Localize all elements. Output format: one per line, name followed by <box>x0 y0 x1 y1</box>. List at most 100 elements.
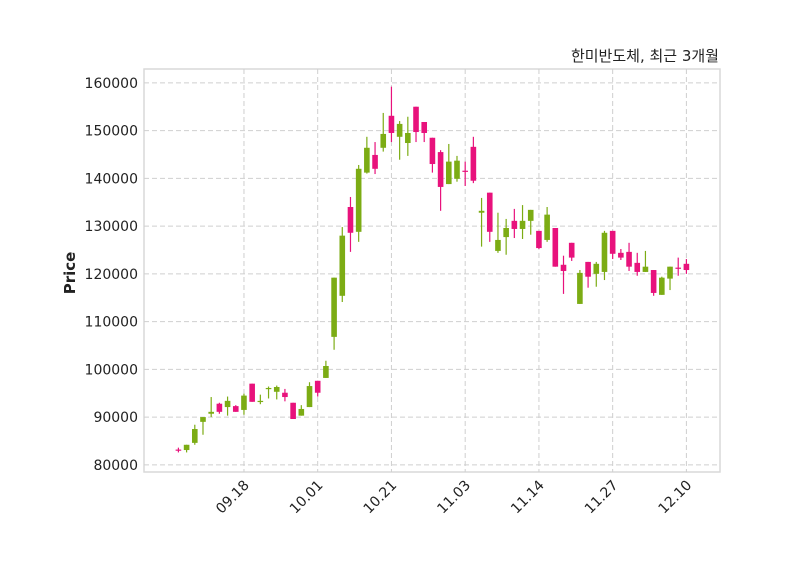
candle <box>306 382 313 408</box>
candle-body <box>241 395 247 410</box>
candle <box>601 230 608 281</box>
candle-body <box>454 160 460 179</box>
candle-body <box>552 228 559 267</box>
candle-body <box>445 161 452 185</box>
candle-body <box>388 115 395 133</box>
candle <box>200 417 206 435</box>
candle <box>257 394 264 405</box>
candle-body <box>560 264 567 271</box>
candle <box>290 402 296 419</box>
candle <box>216 402 223 414</box>
y-tick-label: 140000 <box>85 171 138 187</box>
candle <box>241 393 247 415</box>
y-tick-label: 80000 <box>93 458 138 474</box>
candle <box>519 205 526 239</box>
y-axis-ticks: 80000 90000 100000 110000 120000 130000 140000… <box>85 76 138 474</box>
x-axis-ticks: 09.18 10.01 10.21 11.03 11.14 11.27 12.10 <box>213 477 695 517</box>
y-tick-label: 110000 <box>85 315 138 331</box>
candle <box>626 242 632 271</box>
candle <box>503 218 509 255</box>
candle-body <box>544 214 550 240</box>
candle <box>224 396 231 416</box>
candle-body <box>601 232 608 272</box>
x-tick-label: 11.27 <box>582 478 622 518</box>
candle-body <box>593 263 600 274</box>
candle-body <box>536 230 542 249</box>
candle-body <box>224 400 231 408</box>
plot-frame <box>143 68 721 473</box>
candle <box>437 150 444 211</box>
candle <box>585 261 591 288</box>
candle <box>650 270 657 296</box>
candle <box>388 86 395 143</box>
x-tick-label: 11.14 <box>508 477 548 517</box>
candle <box>355 164 362 242</box>
candles <box>175 86 690 453</box>
candle <box>347 196 354 252</box>
candle-body <box>675 267 682 269</box>
y-tick-label: 90000 <box>93 410 138 426</box>
candle <box>511 208 518 239</box>
candle-body <box>486 192 493 232</box>
candle-body <box>527 209 534 221</box>
candle-body <box>634 262 641 272</box>
candle <box>659 276 665 295</box>
x-tick-label: 10.21 <box>361 478 401 518</box>
candle <box>552 228 559 267</box>
candle <box>282 388 288 402</box>
candle-body <box>642 266 649 272</box>
candle-body <box>478 210 485 213</box>
y-tick-label: 100000 <box>85 362 138 378</box>
candle <box>560 255 567 294</box>
candle <box>421 122 428 143</box>
candle-body <box>413 106 419 133</box>
candle <box>208 397 214 418</box>
candle-body <box>249 383 255 402</box>
candle <box>527 209 534 235</box>
candle-body <box>511 220 518 229</box>
candle <box>413 106 419 143</box>
candle-body <box>191 429 198 443</box>
candle-body <box>683 263 690 271</box>
candle <box>175 447 182 453</box>
candle-body <box>282 392 288 398</box>
candle-body <box>208 411 214 414</box>
candle-body <box>568 242 575 258</box>
x-tick-label: 12.10 <box>656 478 696 518</box>
candle-body <box>421 122 428 133</box>
y-axis-label: Price <box>61 252 79 295</box>
candle-body <box>216 403 223 412</box>
candle <box>568 242 575 261</box>
candle <box>618 249 624 260</box>
candle-body <box>232 406 239 412</box>
candle-body <box>659 277 665 295</box>
candle <box>478 197 485 247</box>
candle-body <box>626 251 632 267</box>
candle-body <box>175 449 182 451</box>
candle-body <box>618 252 624 258</box>
x-tick-label: 10.01 <box>287 478 327 518</box>
candle-body <box>405 132 411 144</box>
candle-body <box>347 206 354 233</box>
y-tick-label: 160000 <box>85 76 138 92</box>
candle <box>609 230 616 260</box>
candle-body <box>323 365 329 378</box>
candle-body <box>265 387 272 390</box>
y-tick-label: 150000 <box>85 124 138 140</box>
candle <box>667 266 673 291</box>
candle <box>232 405 239 412</box>
chart-title: 한미반도체, 최근 3개월 <box>571 47 719 65</box>
candle <box>454 155 460 182</box>
candle-body <box>396 123 403 137</box>
candle-body <box>298 408 305 416</box>
candle <box>372 142 378 175</box>
candle <box>183 444 190 453</box>
candle <box>265 386 272 399</box>
y-tick-label: 120000 <box>85 267 138 283</box>
x-tick-label: 09.18 <box>213 478 253 518</box>
candle <box>323 360 329 378</box>
candle <box>314 380 321 397</box>
candle-body <box>470 146 477 181</box>
candle <box>495 212 501 253</box>
candle-body <box>183 444 190 451</box>
